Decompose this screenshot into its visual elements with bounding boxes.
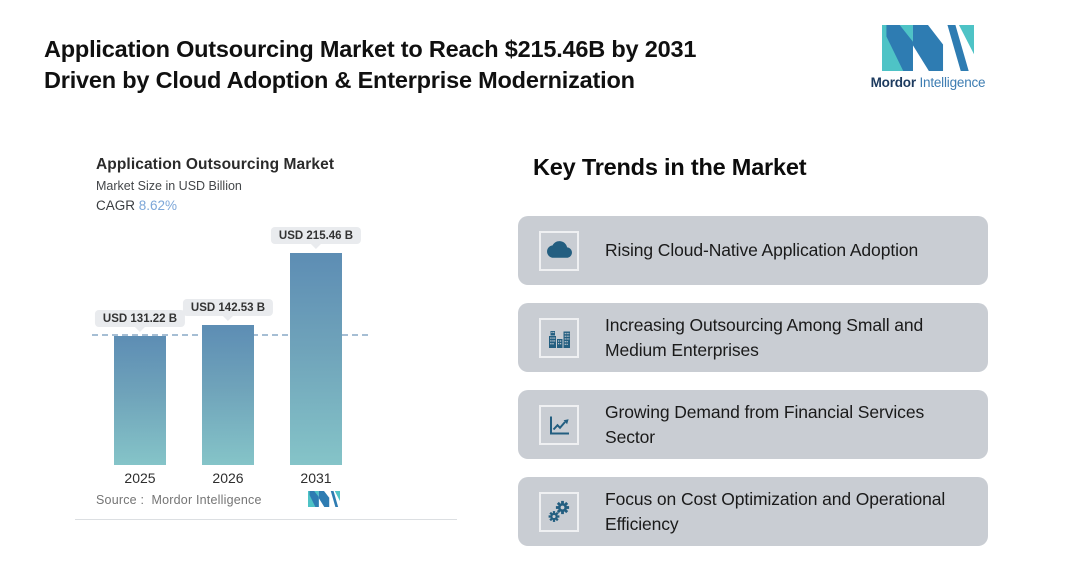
mordor-intelligence-logo-icon: [882, 25, 974, 71]
brand-name-bold: Mordor: [870, 75, 916, 90]
bar-column-2031: USD 215.46 B: [270, 215, 362, 465]
trends-heading: Key Trends in the Market: [533, 154, 807, 180]
trend-card-cost-optimization: Focus on Cost Optimization and Operation…: [518, 477, 988, 546]
axis-label-2026: 2026: [212, 470, 244, 486]
source-value: Mordor Intelligence: [151, 493, 262, 507]
brand-name-light: Intelligence: [919, 75, 986, 90]
brand-logo: Mordor Intelligence: [863, 25, 993, 90]
icon-tile: [539, 404, 579, 445]
source-row: Source : Mordor Intelligence: [96, 491, 460, 507]
bar-value-label: USD 142.53 B: [182, 299, 274, 316]
icon-tile: [539, 491, 579, 532]
cagr-value: 8.62%: [138, 198, 178, 213]
gears-icon: [548, 500, 570, 522]
x-axis-labels: 2025 2026 2031: [75, 470, 460, 488]
trend-card-financial-services: Growing Demand from Financial Services S…: [518, 390, 988, 459]
trend-text: Increasing Outsourcing Among Small and M…: [605, 314, 924, 360]
bar-2031: [290, 253, 342, 465]
bar-column-2025: USD 131.22 B: [94, 215, 186, 465]
trend-card-sme-outsourcing: Increasing Outsourcing Among Small and M…: [518, 303, 988, 372]
bar-value-label: USD 215.46 B: [270, 227, 362, 244]
page-title: Application Outsourcing Market to Reach …: [44, 34, 696, 96]
line-chart-icon: [550, 416, 569, 434]
buildings-icon: [549, 330, 570, 348]
chart-bottom-divider: [75, 519, 457, 520]
page-title-line1: Application Outsourcing Market to Reach …: [44, 36, 697, 62]
chart-cagr: CAGR 8.62%: [96, 198, 460, 213]
bar-2025: [114, 336, 166, 465]
icon-tile: [539, 317, 579, 358]
trend-text: Growing Demand from Financial Services S…: [605, 401, 925, 447]
trend-card-cloud-adoption: Rising Cloud-Native Application Adoption: [518, 216, 988, 285]
chart-title: Application Outsourcing Market: [96, 156, 335, 173]
brand-name: Mordor Intelligence: [863, 75, 993, 90]
page-title-line2: Driven by Cloud Adoption & Enterprise Mo…: [44, 67, 635, 94]
axis-label-2031: 2031: [300, 470, 332, 486]
bar-column-2026: USD 142.53 B: [182, 215, 274, 465]
trend-text: Focus on Cost Optimization and Operation…: [605, 488, 946, 534]
bar-chart-plot: USD 131.22 B USD 142.53 B USD 215.46 B: [75, 215, 460, 465]
cloud-icon: [546, 241, 572, 258]
market-chart-card: Application Outsourcing Market Market Si…: [75, 130, 460, 526]
cagr-label: CAGR: [96, 198, 136, 213]
mordor-mini-logo-icon: [308, 491, 340, 507]
bar-2026: [202, 325, 254, 465]
icon-tile: [539, 230, 579, 271]
bar-value-label: USD 131.22 B: [94, 310, 186, 327]
axis-label-2025: 2025: [124, 470, 156, 486]
trend-text: Rising Cloud-Native Application Adoption: [605, 240, 919, 261]
source-label: Source :: [96, 493, 145, 507]
chart-subtitle: Market Size in USD Billion: [96, 179, 242, 193]
